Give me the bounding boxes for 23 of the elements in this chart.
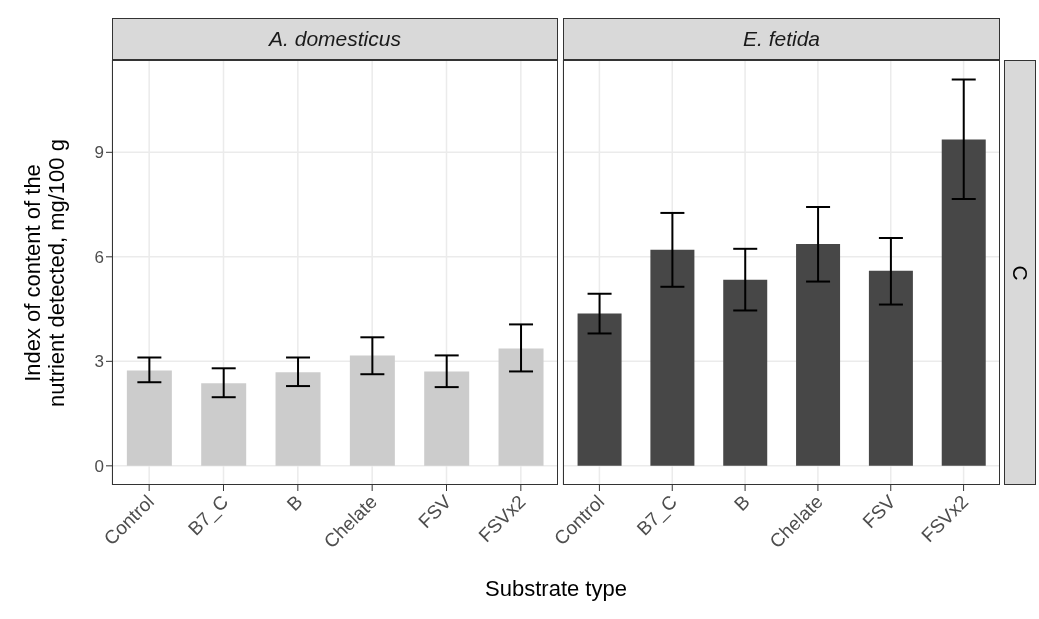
bar [650,249,695,466]
chart-title: E. fetida [742,27,821,51]
bar [723,279,768,466]
bar [275,372,321,466]
x-tick-label: B [730,490,754,515]
bar [498,348,544,466]
y-tick-label: 9 [94,143,104,163]
chart-title: A. domesticus [269,27,401,51]
bar [796,243,841,466]
y-tick-label: 6 [94,247,104,267]
bar [126,370,172,466]
bar [868,270,913,466]
bar [349,355,395,466]
x-axis-title: Substrate type [484,576,628,602]
y-axis-title: Index of content of the nutrient detected, mg/100 g [20,138,69,408]
bar [577,313,622,466]
bar [424,371,470,466]
y-tick-label: 3 [94,352,104,372]
bar [941,139,986,466]
text: C [1008,264,1032,281]
y-tick-label: 0 [94,456,104,476]
bar [201,383,247,466]
x-tick-label: B [282,490,307,515]
